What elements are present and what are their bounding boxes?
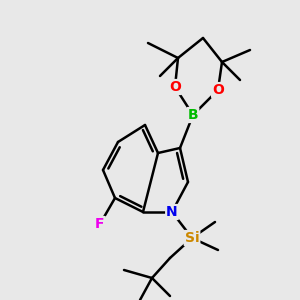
Text: O: O [212,83,224,97]
Text: B: B [188,108,198,122]
Text: F: F [95,217,105,231]
Text: Si: Si [185,231,199,245]
Text: N: N [166,205,178,219]
Text: O: O [169,80,181,94]
